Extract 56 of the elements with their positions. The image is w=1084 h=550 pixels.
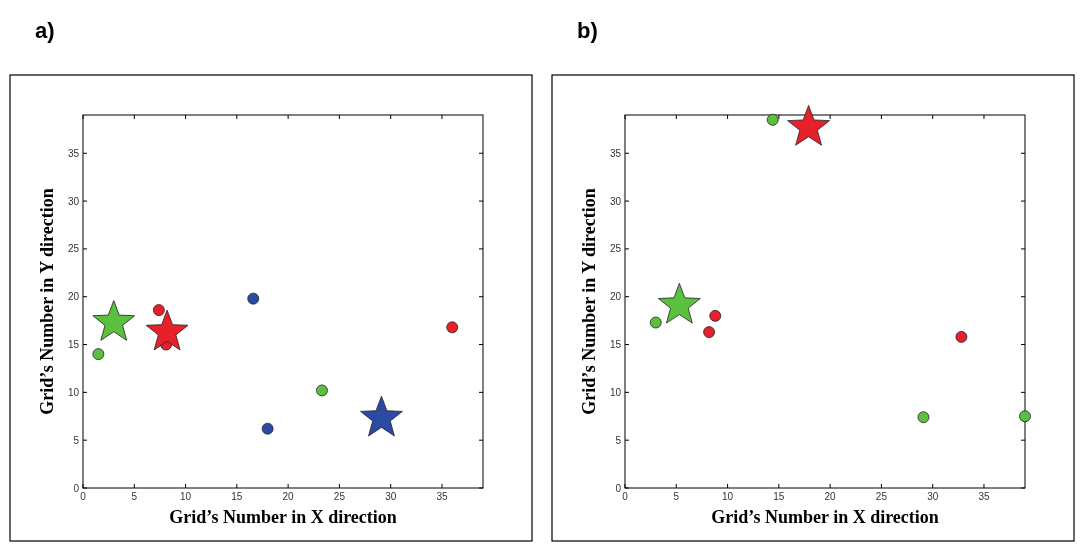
point [261,422,274,435]
y-tick-label: 20 [67,291,80,303]
point [787,105,830,146]
y-tick-label: 25 [67,243,80,255]
point [92,348,105,360]
x-tick-label: 0 [80,491,87,502]
x-tick-label: 5 [131,491,138,502]
chart-title: b) [577,18,598,43]
y-tick-label: 10 [67,386,80,398]
y-tick-label: 15 [609,339,622,351]
y-tick-label: 10 [609,386,622,398]
y-tick-label: 0 [73,482,80,494]
x-tick-label: 5 [673,491,680,502]
y-tick-label: 0 [615,482,622,494]
point [709,309,722,322]
point [316,384,328,397]
point [153,304,165,317]
point [917,411,930,424]
y-tick-label: 15 [67,339,80,351]
x-tick-label: 20 [282,491,295,502]
y-tick-label: 35 [609,147,622,159]
x-tick-label: 20 [824,491,837,502]
point [955,330,968,343]
y-tick-label: 20 [609,291,622,303]
x-axis-title: Grid’s Number in X direction [711,507,939,527]
x-tick-label: 15 [773,491,785,502]
point [649,316,662,329]
y-tick-label: 25 [609,243,622,255]
point [766,113,779,126]
x-tick-label: 35 [436,491,448,502]
x-axis-title: Grid’s Number in X direction [169,507,397,527]
y-tick-label: 5 [73,434,80,446]
x-tick-label: 15 [231,491,243,502]
y-tick-label: 30 [67,195,80,207]
point [1019,410,1031,423]
x-tick-label: 35 [978,491,990,502]
point [247,292,260,305]
point [703,326,715,339]
point [658,282,701,324]
x-tick-label: 25 [875,491,888,502]
point [446,321,459,334]
y-axis-title: Grid’s Number in Y direction [579,188,599,415]
x-tick-label: 30 [927,491,939,502]
y-tick-label: 35 [67,147,80,159]
y-tick-label: 5 [615,434,622,446]
x-tick-label: 25 [333,491,346,502]
x-tick-label: 30 [385,491,397,502]
point [145,309,189,351]
x-tick-label: 10 [722,491,734,502]
y-tick-label: 30 [609,195,622,207]
y-axis-title: Grid’s Number in Y direction [37,188,57,415]
point [360,395,403,437]
x-tick-label: 0 [622,491,629,502]
x-tick-label: 10 [180,491,192,502]
point [92,300,136,341]
chart-title: a) [35,18,55,43]
